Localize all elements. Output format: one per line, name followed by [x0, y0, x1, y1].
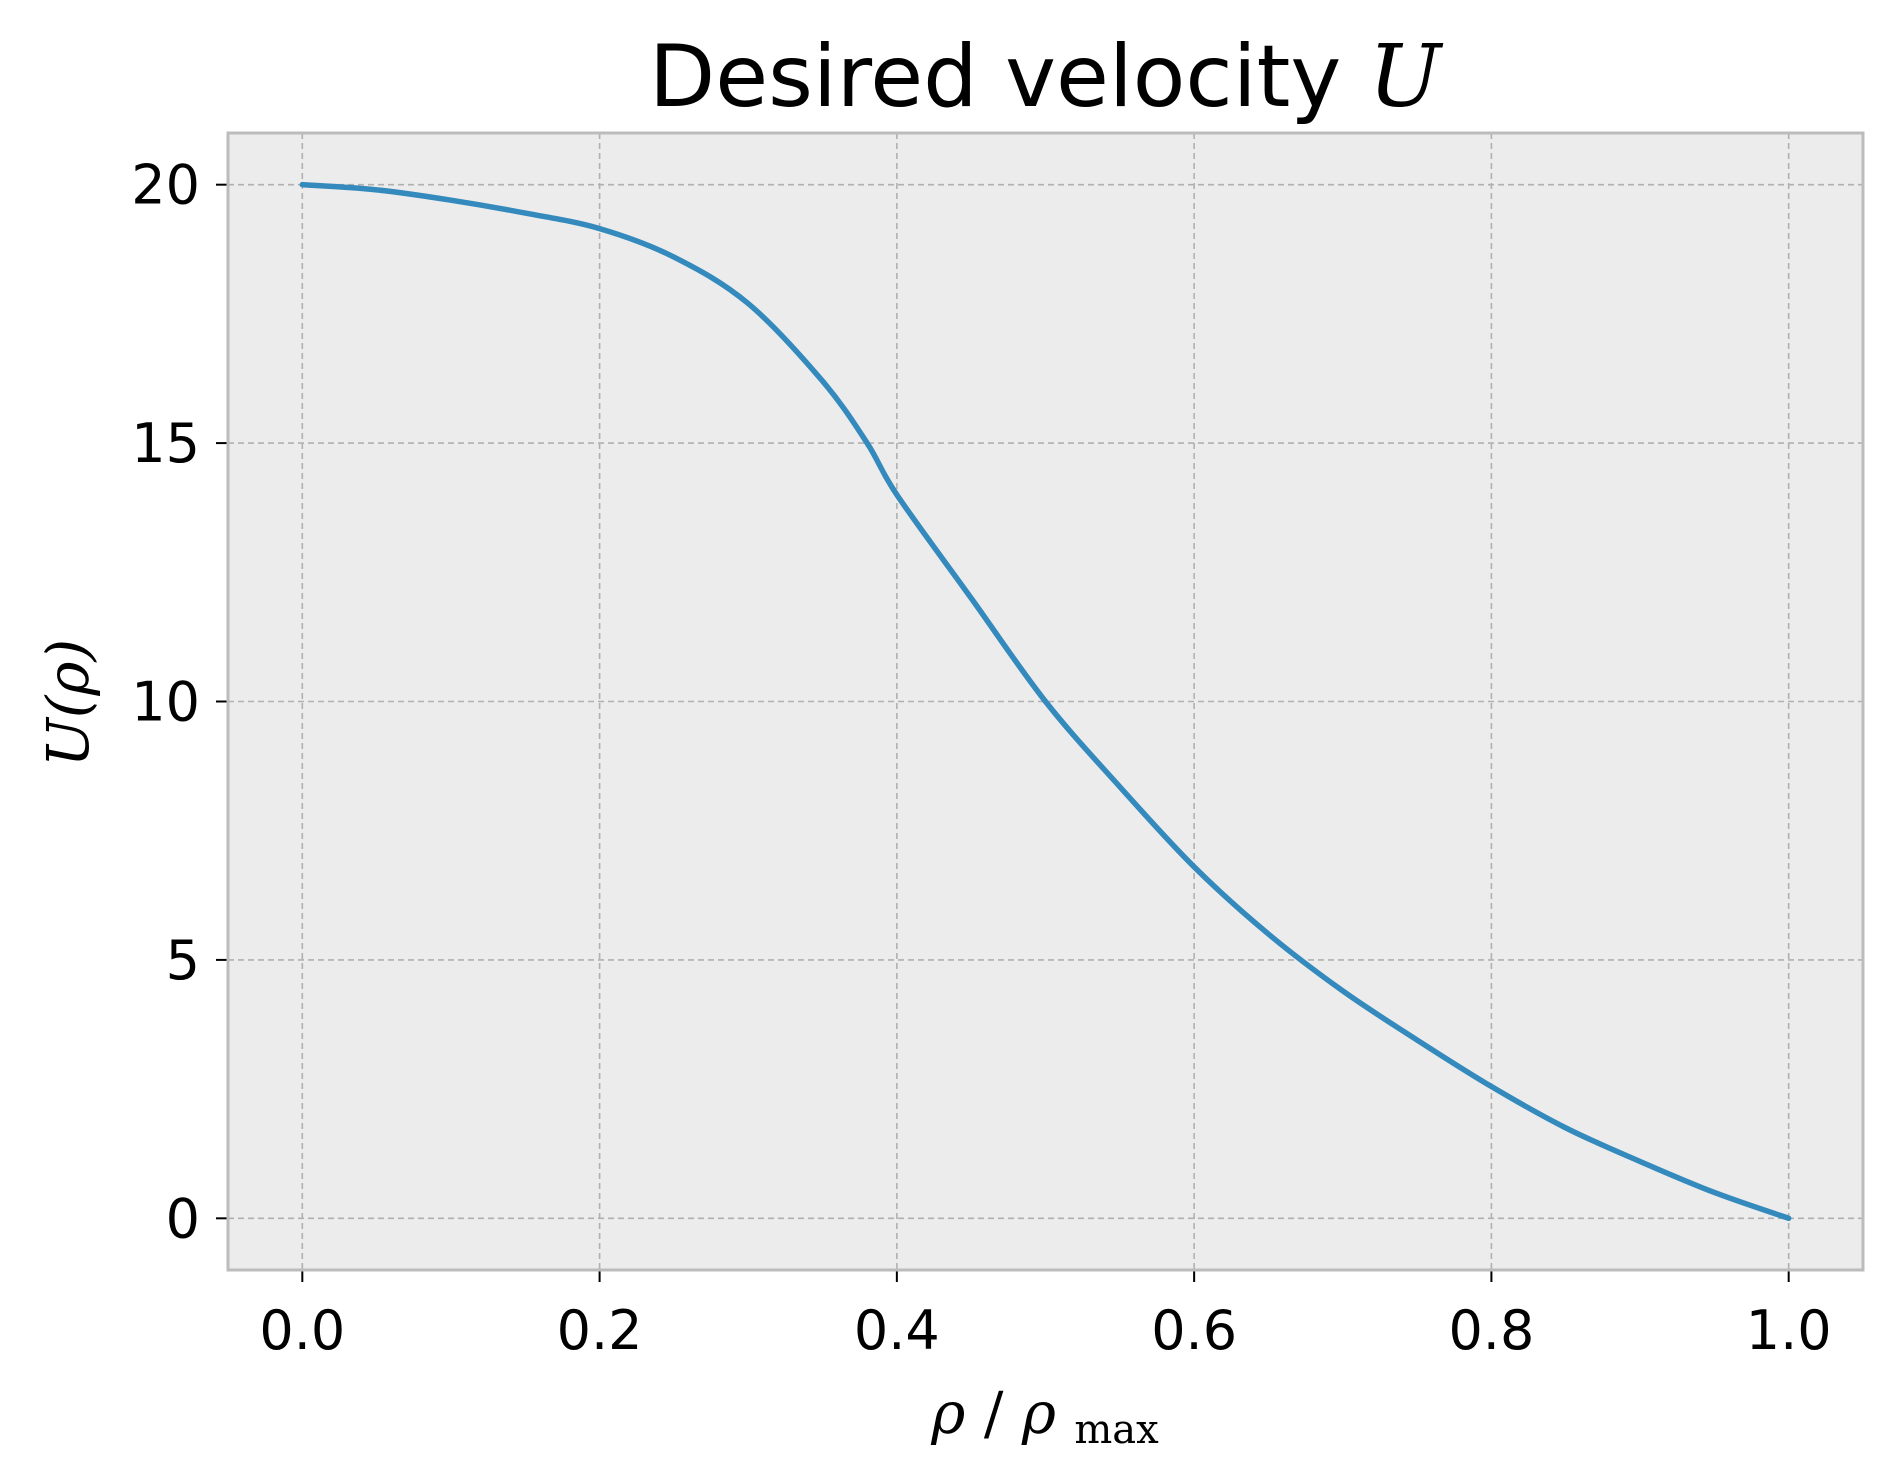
- ticks: [216, 183, 1790, 1282]
- x-axis-label-rho: ρ: [930, 1379, 965, 1447]
- y-tick-label: 5: [166, 929, 200, 992]
- y-axis-label: U(ρ): [34, 639, 102, 767]
- y-tick-label: 10: [131, 671, 200, 734]
- y-tick-label: 0: [166, 1187, 200, 1250]
- x-tick-label: 0.4: [854, 1299, 940, 1362]
- x-tick-label: 0.6: [1151, 1299, 1237, 1362]
- x-tick-label: 0.2: [557, 1299, 643, 1362]
- x-tick-label: 0.0: [259, 1299, 345, 1362]
- x-axis-label-rho2: ρ: [1021, 1379, 1056, 1447]
- chart-title-math: U: [1369, 27, 1444, 127]
- y-tick-label: 20: [131, 154, 200, 217]
- x-axis-label-sub: max: [1074, 1407, 1159, 1453]
- grid: [228, 133, 1863, 1270]
- series-line: [299, 181, 1792, 1222]
- x-tick-label: 0.8: [1448, 1299, 1534, 1362]
- y-tick-label: 15: [131, 412, 200, 475]
- chart-title: Desired velocity U: [649, 27, 1444, 127]
- x-tick-labels: 0.0 0.2 0.4 0.6 0.8 1.0: [259, 1299, 1831, 1362]
- plot-frame: [226, 131, 1865, 1272]
- series-layer: [299, 181, 1792, 1222]
- chart-title-text: Desired velocity: [649, 27, 1369, 127]
- y-tick-labels: 0 5 10 15 20: [131, 154, 200, 1251]
- x-tick-label: 1.0: [1746, 1299, 1832, 1362]
- x-axis-label: ρ / ρ max: [930, 1379, 1159, 1453]
- x-axis-label-slash: /: [984, 1379, 1004, 1447]
